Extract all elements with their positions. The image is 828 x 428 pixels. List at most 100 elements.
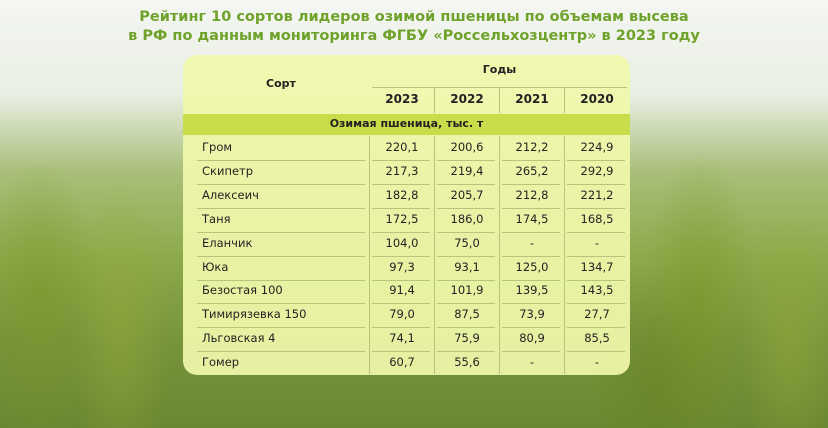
- rule: [437, 231, 495, 233]
- rule: [437, 351, 495, 353]
- rule: [372, 351, 430, 353]
- variety-name: Безостая 100: [202, 283, 283, 298]
- value-cell: 224,9: [580, 140, 614, 154]
- value-cell: 220,1: [385, 140, 419, 154]
- rule: [567, 279, 625, 281]
- rule: [502, 160, 560, 161]
- value-cell: 265,2: [515, 163, 549, 178]
- variety-name: Алексеич: [202, 187, 259, 202]
- rule: [567, 231, 625, 233]
- rule: [567, 327, 625, 329]
- value-cell: 60,7: [389, 355, 415, 370]
- value-cell: 134,7: [580, 259, 614, 274]
- rule: [372, 160, 430, 161]
- year-header: 2020: [580, 92, 614, 106]
- value-cell: 93,1: [454, 259, 480, 274]
- variety-name: Тимирязевка 150: [202, 307, 307, 322]
- rule: [502, 231, 560, 233]
- rule: [372, 327, 430, 329]
- value-cell: 27,7: [584, 307, 610, 322]
- year-header: 2023: [385, 92, 419, 106]
- rule: [197, 231, 365, 233]
- value-cell: 55,6: [454, 355, 480, 370]
- value-cell: 182,8: [385, 187, 419, 202]
- value-cell: 85,5: [584, 331, 610, 346]
- value-cell: -: [529, 235, 535, 250]
- value-cell: 292,9: [580, 163, 614, 178]
- rule: [502, 279, 560, 281]
- rule: [437, 303, 495, 305]
- column-rule: [499, 88, 500, 113]
- rule: [437, 207, 495, 209]
- rule: [502, 255, 560, 257]
- rule: [437, 183, 495, 185]
- column-rule: [499, 136, 500, 374]
- column-rule: [564, 88, 565, 113]
- value-cell: 212,8: [515, 187, 549, 202]
- rule: [567, 255, 625, 257]
- header-cell: Сорт: [266, 77, 296, 90]
- value-cell: 212,2: [515, 140, 549, 154]
- rule: [567, 303, 625, 305]
- year-header: 2022: [450, 92, 484, 106]
- value-cell: 200,6: [450, 140, 484, 154]
- value-cell: 73,9: [519, 307, 545, 322]
- rule: [372, 279, 430, 281]
- variety-name: Гром: [202, 140, 233, 154]
- value-cell: 101,9: [450, 283, 484, 298]
- variety-name: Еланчик: [202, 235, 253, 250]
- value-cell: 125,0: [515, 259, 549, 274]
- value-cell: 74,1: [389, 331, 415, 346]
- rule: [197, 160, 365, 161]
- variety-name: Таня: [202, 211, 231, 226]
- value-cell: 97,3: [389, 259, 415, 274]
- value-cell: 219,4: [450, 163, 484, 178]
- year-header: 2021: [515, 92, 549, 106]
- rule: [372, 255, 430, 257]
- column-rule: [369, 136, 370, 374]
- value-cell: 91,4: [389, 283, 415, 298]
- title-line: Рейтинг 10 сортов лидеров озимой пшеницы…: [139, 9, 689, 25]
- title: Рейтинг 10 сортов лидеров озимой пшеницы…: [0, 8, 828, 46]
- section-band: [183, 114, 630, 135]
- rule: [502, 327, 560, 329]
- rule: [197, 207, 365, 209]
- value-cell: 104,0: [385, 235, 419, 250]
- rule: [197, 183, 365, 185]
- rule: [502, 351, 560, 353]
- variety-name: Льговская 4: [202, 331, 276, 346]
- rule: [567, 207, 625, 209]
- rule: [437, 279, 495, 281]
- rule: [197, 255, 365, 257]
- value-cell: 186,0: [450, 211, 484, 226]
- rule: [502, 207, 560, 209]
- value-cell: -: [594, 355, 600, 370]
- rule: [372, 87, 627, 88]
- title-line: в РФ по данным мониторинга ФГБУ «Россель…: [128, 28, 700, 44]
- rule: [437, 160, 495, 161]
- value-cell: 205,7: [450, 187, 484, 202]
- rule: [567, 183, 625, 185]
- column-rule: [434, 136, 435, 374]
- variety-name: Гомер: [202, 355, 240, 370]
- value-cell: 79,0: [389, 307, 415, 322]
- value-cell: 143,5: [580, 283, 614, 298]
- rule: [197, 351, 365, 353]
- variety-name: Скипетр: [202, 163, 254, 178]
- variety-name: Юка: [202, 259, 229, 274]
- value-cell: -: [529, 355, 535, 370]
- rule: [437, 327, 495, 329]
- column-rule: [434, 88, 435, 113]
- value-cell: 168,5: [580, 211, 614, 226]
- column-rule: [564, 136, 565, 374]
- rule: [197, 303, 365, 305]
- value-cell: 87,5: [454, 307, 480, 322]
- value-cell: 75,0: [454, 235, 480, 250]
- value-cell: 221,2: [580, 187, 614, 202]
- rule: [197, 327, 365, 329]
- value-cell: 217,3: [385, 163, 419, 178]
- value-cell: 75,9: [454, 331, 480, 346]
- value-cell: 174,5: [515, 211, 549, 226]
- section-label: Озимая пшеница, тыс. т: [329, 117, 484, 130]
